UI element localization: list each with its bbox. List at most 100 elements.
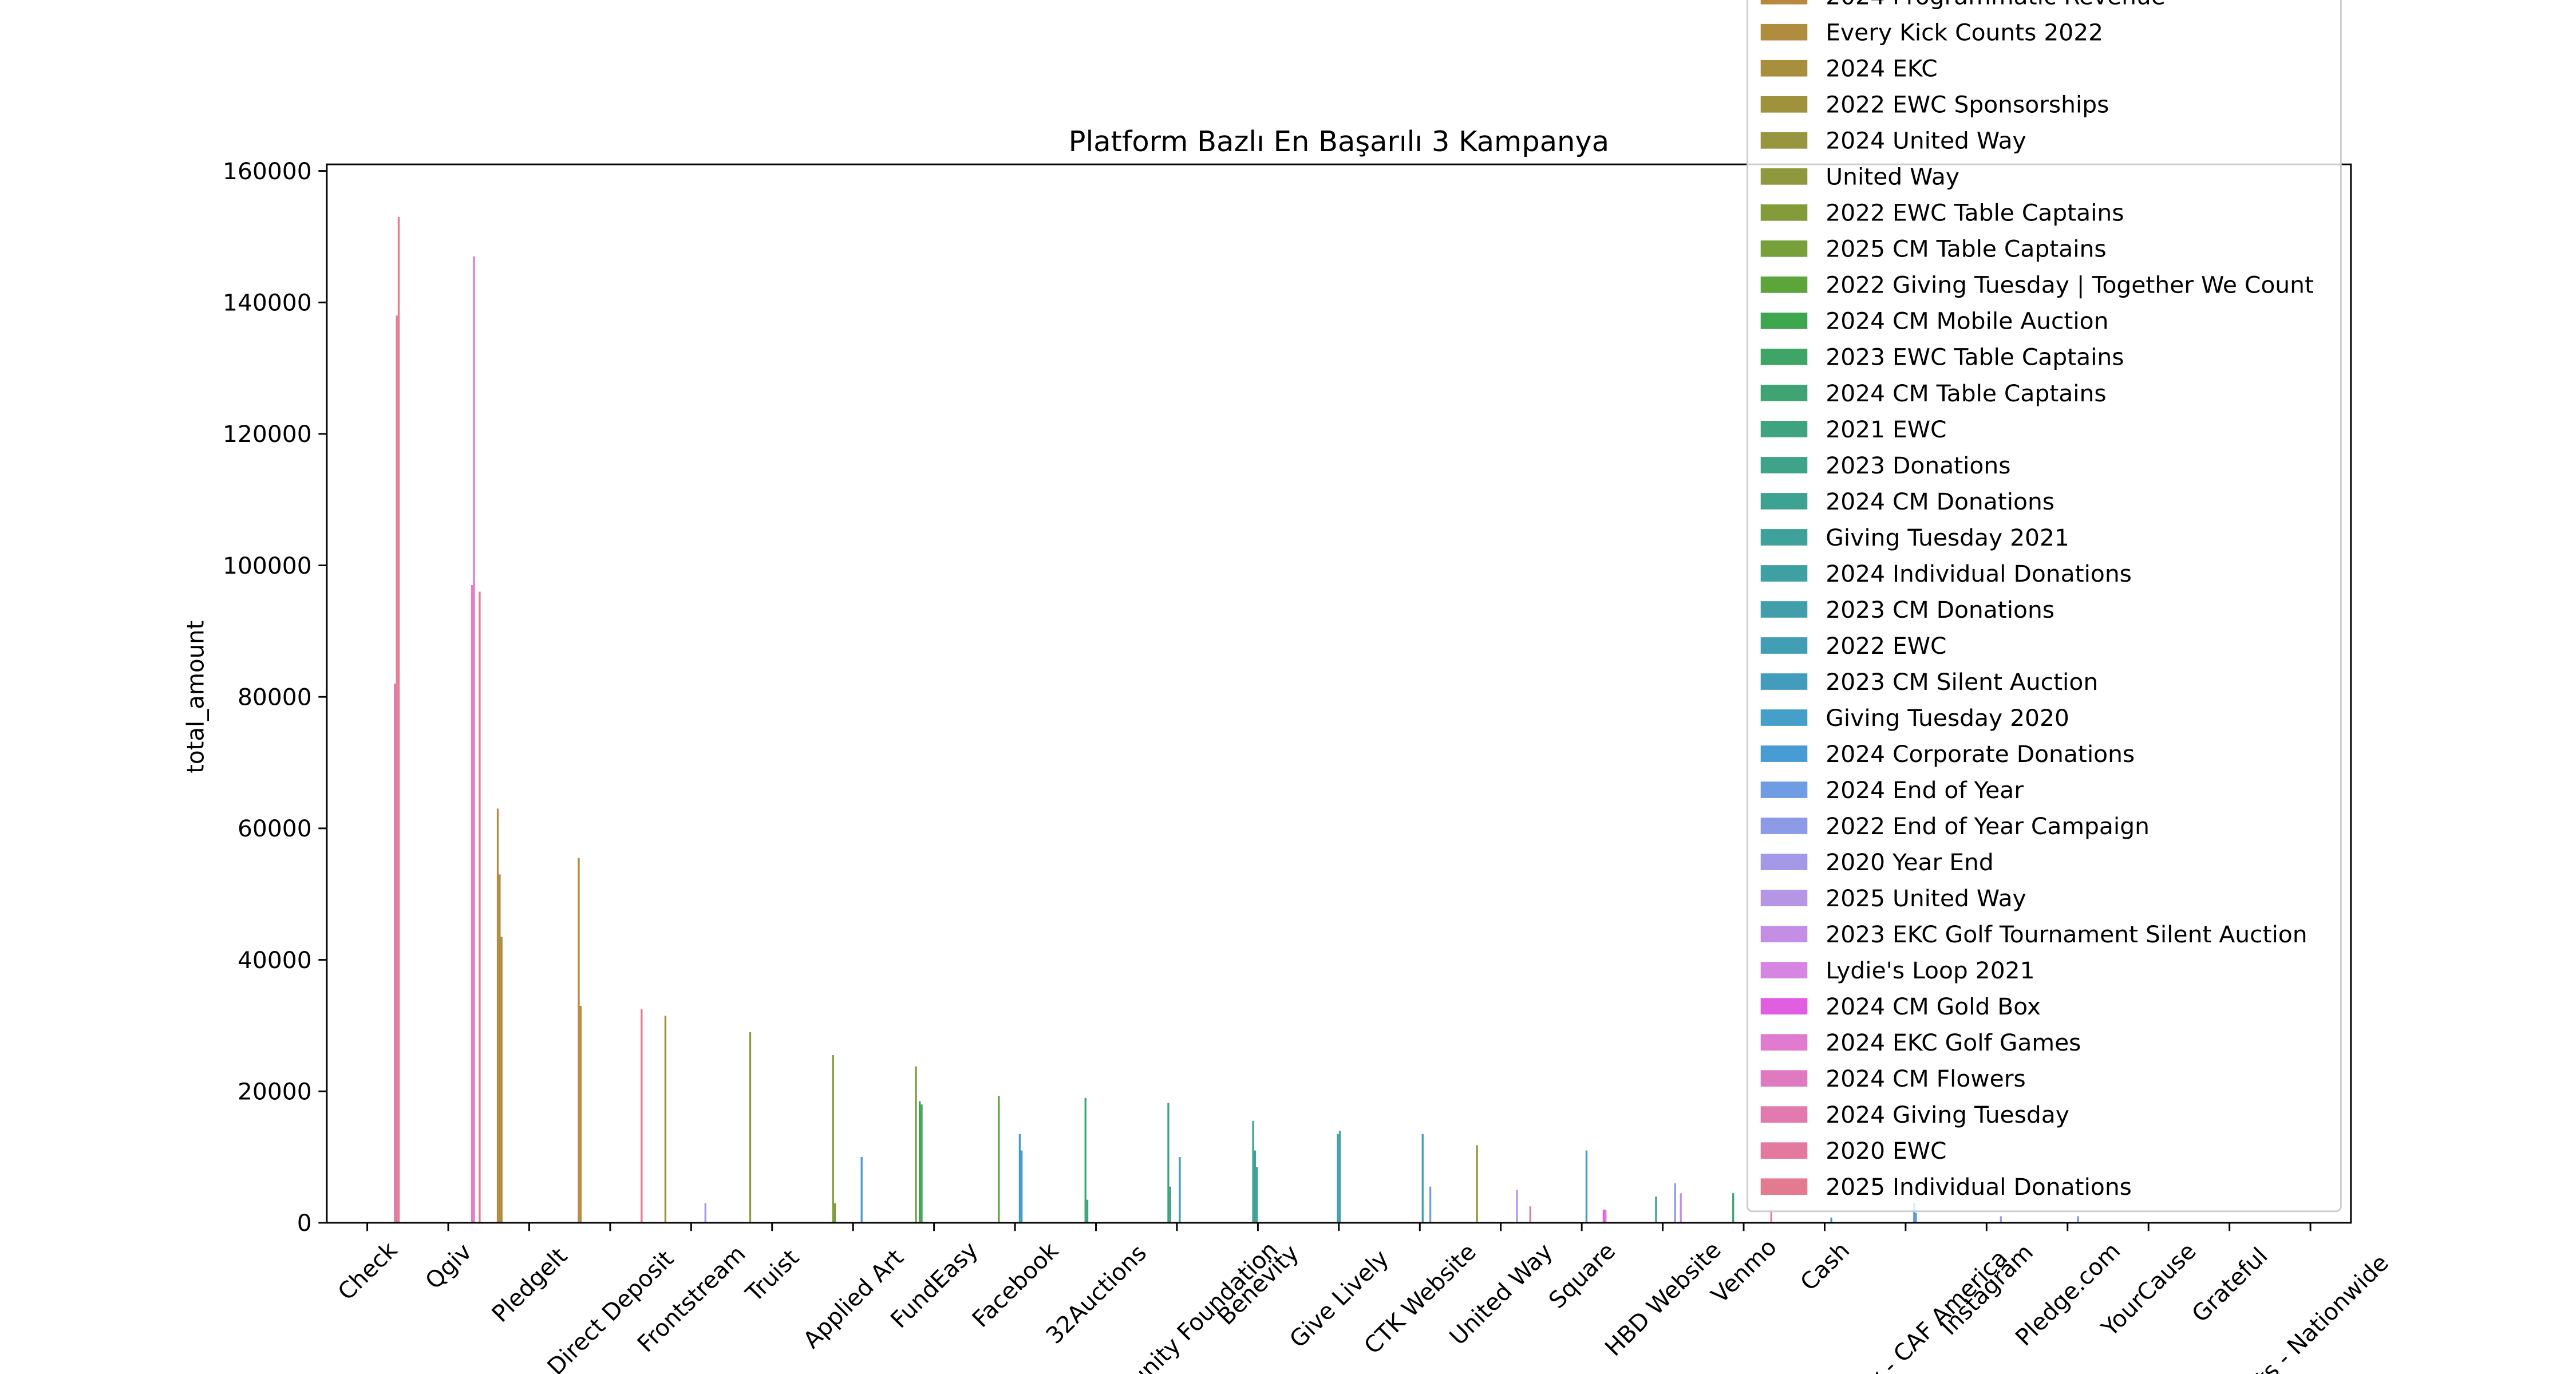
x-tick-label: Applied Art <box>797 1244 909 1354</box>
bar <box>1915 1213 1917 1223</box>
y-tick-label: 160000 <box>223 157 312 185</box>
legend-swatch <box>1760 565 1808 582</box>
legend-swatch <box>1760 529 1808 546</box>
y-tick-label: 140000 <box>223 289 312 317</box>
legend-label: United Way <box>1826 163 1959 191</box>
bar <box>579 1005 582 1223</box>
bar <box>1830 1217 1832 1223</box>
legend-swatch <box>1760 673 1808 690</box>
legend-label: Lydie's Loop 2021 <box>1826 957 2034 984</box>
bar <box>1256 1167 1258 1223</box>
legend-label: 2022 EWC Table Captains <box>1826 199 2124 227</box>
bar <box>1429 1186 1432 1223</box>
bar <box>1167 1103 1170 1223</box>
legend-swatch <box>1760 349 1808 365</box>
legend-swatch <box>1760 385 1808 401</box>
bar <box>1732 1193 1735 1223</box>
legend-label: Every Kick Counts 2022 <box>1826 19 2103 46</box>
legend-swatch <box>1760 240 1808 257</box>
bar <box>1252 1120 1254 1223</box>
legend-label: 2023 EWC Table Captains <box>1826 344 2124 371</box>
legend-swatch <box>1760 60 1808 77</box>
bar <box>1421 1134 1424 1223</box>
legend-label: 2024 Individual Donations <box>1826 560 2132 587</box>
bar <box>920 1104 923 1223</box>
legend-swatch <box>1760 781 1808 798</box>
legend-swatch <box>1760 601 1808 618</box>
legend-label: Giving Tuesday 2021 <box>1826 524 2069 551</box>
chart-title: Platform Bazlı En Başarılı 3 Kampanya <box>1069 125 1609 158</box>
bar <box>749 1032 752 1223</box>
bar <box>1585 1150 1588 1223</box>
bar <box>1655 1196 1657 1223</box>
bar <box>833 1203 836 1223</box>
bar <box>1602 1209 1605 1223</box>
bar <box>1169 1186 1171 1223</box>
y-tick-label: 100000 <box>223 552 312 579</box>
y-tick-label: 0 <box>297 1210 312 1237</box>
y-tick-label: 40000 <box>238 946 312 974</box>
legend-swatch <box>1760 313 1808 329</box>
legend-swatch <box>1760 132 1808 149</box>
legend-swatch <box>1760 168 1808 185</box>
legend-swatch <box>1760 421 1808 437</box>
bar <box>641 1009 643 1223</box>
legend-label: 2024 CM Mobile Auction <box>1826 307 2108 335</box>
legend-label: 2023 CM Silent Auction <box>1826 668 2098 696</box>
legend-swatch <box>1760 0 1808 5</box>
legend-swatch <box>1760 854 1808 870</box>
legend-label: Giving Tuesday 2020 <box>1826 704 2069 732</box>
legend-swatch <box>1760 277 1808 293</box>
y-tick-label: 60000 <box>238 815 312 843</box>
legend-swatch <box>1760 1034 1808 1051</box>
legend-label: 2024 Programmatic Revenue <box>1826 0 2166 10</box>
plot-area <box>394 216 2079 1223</box>
x-tick-label: Qgiv <box>420 1238 477 1294</box>
bar <box>915 1066 917 1223</box>
legend-label: 2024 CM Flowers <box>1826 1065 2025 1092</box>
bar <box>1084 1097 1086 1223</box>
x-tick-label: Cash <box>1795 1237 1855 1296</box>
legend-swatch <box>1760 745 1808 762</box>
legend-label: 2024 EKC <box>1826 55 1937 82</box>
bar <box>1476 1145 1478 1223</box>
bar <box>1337 1134 1339 1223</box>
legend-swatch <box>1760 962 1808 978</box>
y-tick-label: 80000 <box>238 684 312 711</box>
x-tick-label: Venmo <box>1706 1233 1782 1308</box>
legend-label: 2024 End of Year <box>1826 776 2024 804</box>
bar <box>396 315 398 1223</box>
x-tick-label: Facebook <box>967 1237 1064 1333</box>
legend-label: 2022 EWC <box>1826 632 1946 660</box>
x-tick-label: Check <box>332 1236 402 1305</box>
legend-swatch <box>1760 1142 1808 1159</box>
y-axis-label: total_amount <box>181 621 209 773</box>
legend-label: 2024 United Way <box>1826 127 2026 155</box>
legend-label: 2020 Year End <box>1826 848 1993 876</box>
bar <box>1529 1206 1531 1223</box>
legend-label: 2025 United Way <box>1826 885 2026 912</box>
bar <box>499 874 501 1223</box>
legend-label: 2022 End of Year Campaign <box>1826 812 2150 840</box>
bar <box>500 937 503 1223</box>
bar <box>1770 1209 1772 1223</box>
legend-label: 2023 Donations <box>1826 452 2010 479</box>
bar <box>1179 1157 1181 1223</box>
bar <box>1674 1183 1676 1223</box>
bar <box>479 591 481 1223</box>
legend-swatch <box>1760 709 1808 726</box>
bar <box>1021 1150 1023 1223</box>
bar <box>473 256 475 1223</box>
legend-swatch <box>1760 493 1808 510</box>
bar <box>394 684 396 1223</box>
legend-swatch <box>1760 1178 1808 1195</box>
bar <box>998 1096 1000 1223</box>
legend-label: 2025 CM Table Captains <box>1826 235 2106 263</box>
legend-label: 2022 EWC Sponsorships <box>1826 91 2109 119</box>
bar <box>664 1016 667 1223</box>
legend: 2024 Programmatic Revenue Every Kick Coun… <box>1746 0 2342 1213</box>
legend-label: 2023 CM Donations <box>1826 596 2055 623</box>
bar <box>1086 1199 1089 1223</box>
